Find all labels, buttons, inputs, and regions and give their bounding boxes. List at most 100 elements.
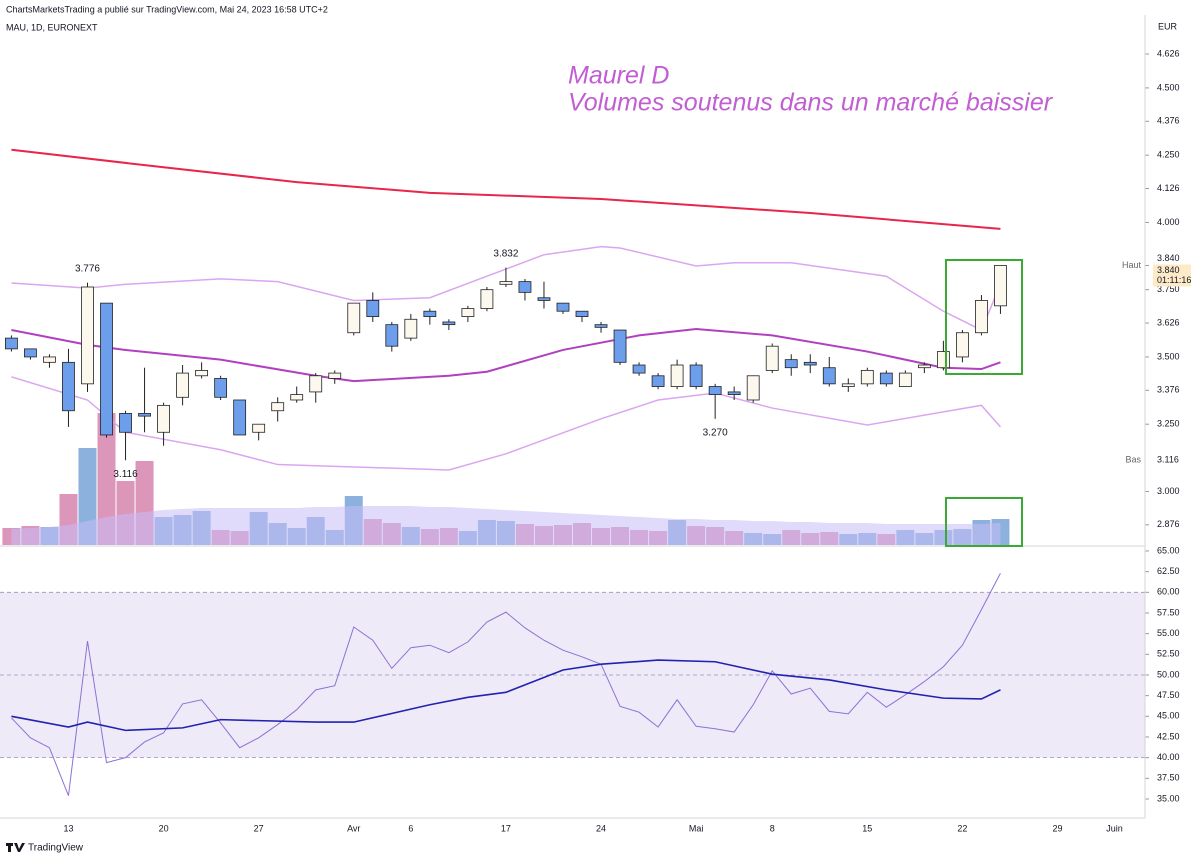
y-tick-label: 62.50 [1157,566,1180,576]
candle-body [879,372,893,385]
candle-body [651,375,665,387]
y-tick-label: 50.00 [1157,669,1180,679]
marker-name: Bas [1125,455,1141,465]
candle-body [708,386,722,396]
candle-body [518,281,532,293]
candle-body [366,300,380,317]
price-label: 3.116 [113,469,138,480]
candle-body [765,345,779,371]
candle-body [347,302,361,334]
x-tick-label: 17 [501,823,511,833]
volume-ma-area [11,506,1001,545]
candle-body [994,265,1007,307]
chart-title: Maurel D [568,62,669,90]
x-tick-label: Juin [1106,823,1123,833]
candle-body [442,321,456,326]
x-tick-label: 29 [1053,823,1063,833]
x-tick-label: 24 [596,823,606,833]
candle-body [309,375,323,393]
x-tick-label: 20 [159,823,169,833]
candle-body [119,413,132,433]
indicator-line [11,245,1002,332]
symbol: MAU, 1D, EURONEXT [6,22,98,32]
marker-name: Haut [1122,260,1142,270]
candle-body [138,413,151,417]
chart-subtitle: Volumes soutenus dans un marché baissier [568,89,1054,117]
y-tick-label: 37.50 [1157,773,1180,783]
publisher: ChartsMarketsTrading a publié sur Tradin… [6,4,328,14]
rsi-line [11,573,1001,796]
x-tick-label: Avr [347,823,360,833]
candle-body [556,302,570,312]
candle-body [328,372,342,379]
candle-body [575,310,589,317]
candle-body [936,351,950,369]
candle-body [176,372,189,398]
volume-bar [97,413,116,545]
candle-body [290,394,304,401]
indicator-line [11,376,1002,471]
rsi-line [11,659,1001,732]
candle-body [43,356,56,363]
plot-layer: 4.626 4.500 4.376 4.250 4.126 4.000 3.750 3.626… [0,48,1191,833]
candle-body [917,364,931,369]
y-tick-label: 47.50 [1157,690,1180,700]
candle-body [5,337,18,350]
candle-body [594,324,608,328]
candle-body [81,286,94,385]
x-tick-label: 8 [770,823,775,833]
candle-body [746,375,760,401]
candle-body [157,404,170,433]
x-tick-label: 22 [957,823,967,833]
y-tick-label: 4.500 [1157,82,1180,92]
y-tick-label: 3.376 [1157,385,1180,395]
y-tick-label: 4.376 [1157,116,1180,126]
candle-body [233,399,247,436]
countdown: 01:11:16 [1157,275,1191,285]
y-tick-label: 3.250 [1157,419,1180,429]
x-tick-label: 27 [254,823,264,833]
highlight-box [945,497,1023,547]
y-tick-label: 45.00 [1157,711,1180,721]
candle-body [689,364,703,387]
candle-body [271,402,285,412]
candle-body [62,361,75,412]
logo-icon [6,843,25,852]
x-tick-label: 13 [63,823,73,833]
candle-body [24,348,37,358]
x-tick-label: 15 [862,823,872,833]
footer-logo: TradingView [6,843,84,854]
last-price-box [1153,264,1191,287]
y-tick-label: 60.00 [1157,587,1180,597]
y-tick-label: 3.500 [1157,351,1180,361]
y-tick-label: 2.876 [1157,519,1180,529]
y-tick-label: 4.126 [1157,183,1180,193]
y-tick-label: 4.626 [1157,48,1180,58]
candle-body [613,329,627,363]
candle-body [956,332,969,358]
candle-body [100,302,113,436]
y-tick-label: 57.50 [1157,607,1180,617]
last-price: 3.840 [1157,265,1180,275]
x-tick-label: Mai [689,823,704,833]
candle-body [214,378,228,398]
y-tick-label: 35.00 [1157,793,1180,803]
candle-body [252,423,266,433]
candle-body [784,359,798,369]
candle-body [841,383,855,387]
candle-body [670,364,684,387]
price-label: 3.776 [75,263,100,274]
y-tick-label: 42.50 [1157,731,1180,741]
y-tick-label: 40.00 [1157,752,1180,762]
candle-body [727,391,741,396]
candle-body [461,308,475,317]
indicator-line [11,327,1001,383]
candle-body [385,324,399,347]
candle-body [423,310,437,317]
y-tick-label: 4.000 [1157,217,1180,227]
candle-body [404,318,418,339]
candle-body [803,361,817,366]
candle-body [898,372,912,387]
